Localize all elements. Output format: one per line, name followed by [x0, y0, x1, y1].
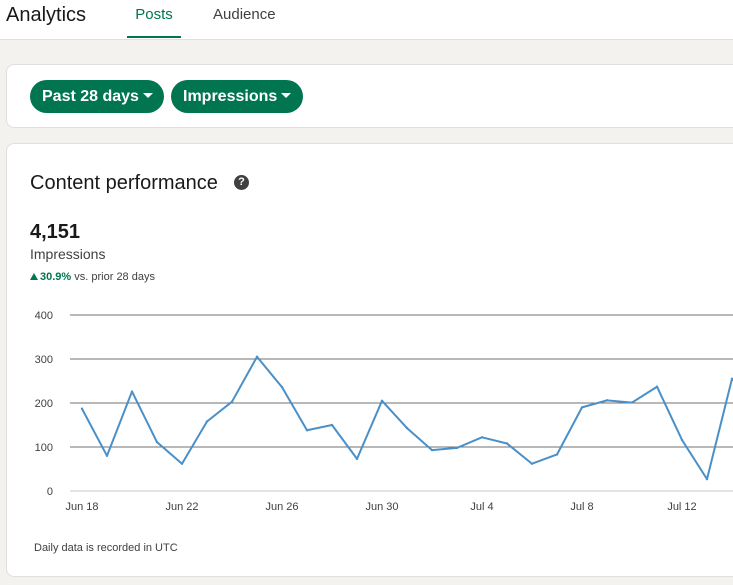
y-tick-label: 300: [35, 354, 53, 366]
total-label: Impressions: [30, 246, 106, 262]
delta-indicator: 30.9% vs. prior 28 days: [30, 271, 155, 283]
data-point: [355, 457, 359, 461]
data-point: [255, 355, 259, 358]
x-tick-label: Jun 26: [265, 501, 298, 513]
app-title: Analytics: [6, 4, 87, 26]
data-point: [305, 429, 309, 432]
tab-audience[interactable]: Audience: [213, 6, 276, 23]
x-tick-label: Jun 22: [165, 501, 198, 513]
data-point: [455, 446, 459, 450]
data-point: [80, 407, 84, 410]
x-tick-label: Jul 8: [570, 501, 593, 513]
data-point: [555, 453, 559, 456]
data-point: [480, 436, 484, 439]
data-point: [430, 448, 434, 452]
y-tick-label: 100: [35, 442, 53, 454]
filter-card: Past 28 days Impressions: [6, 64, 733, 128]
section-title: Content performance: [30, 172, 218, 194]
x-tick-label: Jun 30: [365, 501, 398, 513]
impressions-series-line: [81, 355, 733, 481]
date-range-label: Past 28 days: [42, 88, 139, 105]
content-performance-card: Content performance ? 4,151 Impressions …: [6, 143, 733, 577]
x-tick-label: Jul 12: [667, 501, 696, 513]
data-point: [280, 385, 284, 389]
data-point: [605, 399, 609, 402]
data-point: [330, 423, 334, 427]
impressions-line-chart: 0 100 200 300 400 Jun 18 Jun 22 Jun 26 Jun 30 Jul…: [35, 310, 733, 513]
caret-down-icon: [142, 93, 153, 98]
data-point: [105, 454, 109, 457]
data-point: [405, 426, 409, 430]
delta-text: vs. prior 28 days: [74, 271, 155, 283]
data-point: [230, 400, 234, 403]
data-point: [205, 420, 209, 423]
data-point: [155, 440, 159, 444]
y-tick-label: 0: [47, 486, 53, 498]
date-range-dropdown[interactable]: Past 28 days: [30, 80, 164, 113]
data-point: [730, 377, 733, 380]
caret-down-icon: [281, 93, 292, 98]
total-impressions: 4,151: [30, 221, 81, 243]
data-point: [580, 406, 584, 409]
data-point: [130, 390, 134, 393]
x-tick-label: Jul 4: [470, 501, 493, 513]
data-point: [530, 462, 534, 465]
metric-dropdown[interactable]: Impressions: [171, 80, 303, 113]
x-tick-label: Jun 18: [65, 501, 98, 513]
top-nav-bar: Analytics Posts Audience: [0, 0, 733, 40]
data-point: [180, 462, 184, 465]
data-point: [655, 385, 659, 388]
question-circle-icon[interactable]: ?: [234, 175, 249, 190]
data-point: [705, 477, 709, 481]
utc-footnote: Daily data is recorded in UTC: [34, 542, 178, 554]
y-tick-label: 400: [35, 310, 53, 322]
delta-percent: 30.9%: [40, 271, 72, 283]
data-point: [680, 438, 684, 442]
tab-posts[interactable]: Posts: [127, 6, 181, 38]
trend-up-icon: [30, 273, 38, 280]
y-tick-label: 200: [35, 398, 53, 410]
data-point: [380, 399, 384, 402]
metric-label: Impressions: [183, 88, 278, 105]
data-point: [630, 401, 634, 404]
data-point: [505, 442, 509, 445]
